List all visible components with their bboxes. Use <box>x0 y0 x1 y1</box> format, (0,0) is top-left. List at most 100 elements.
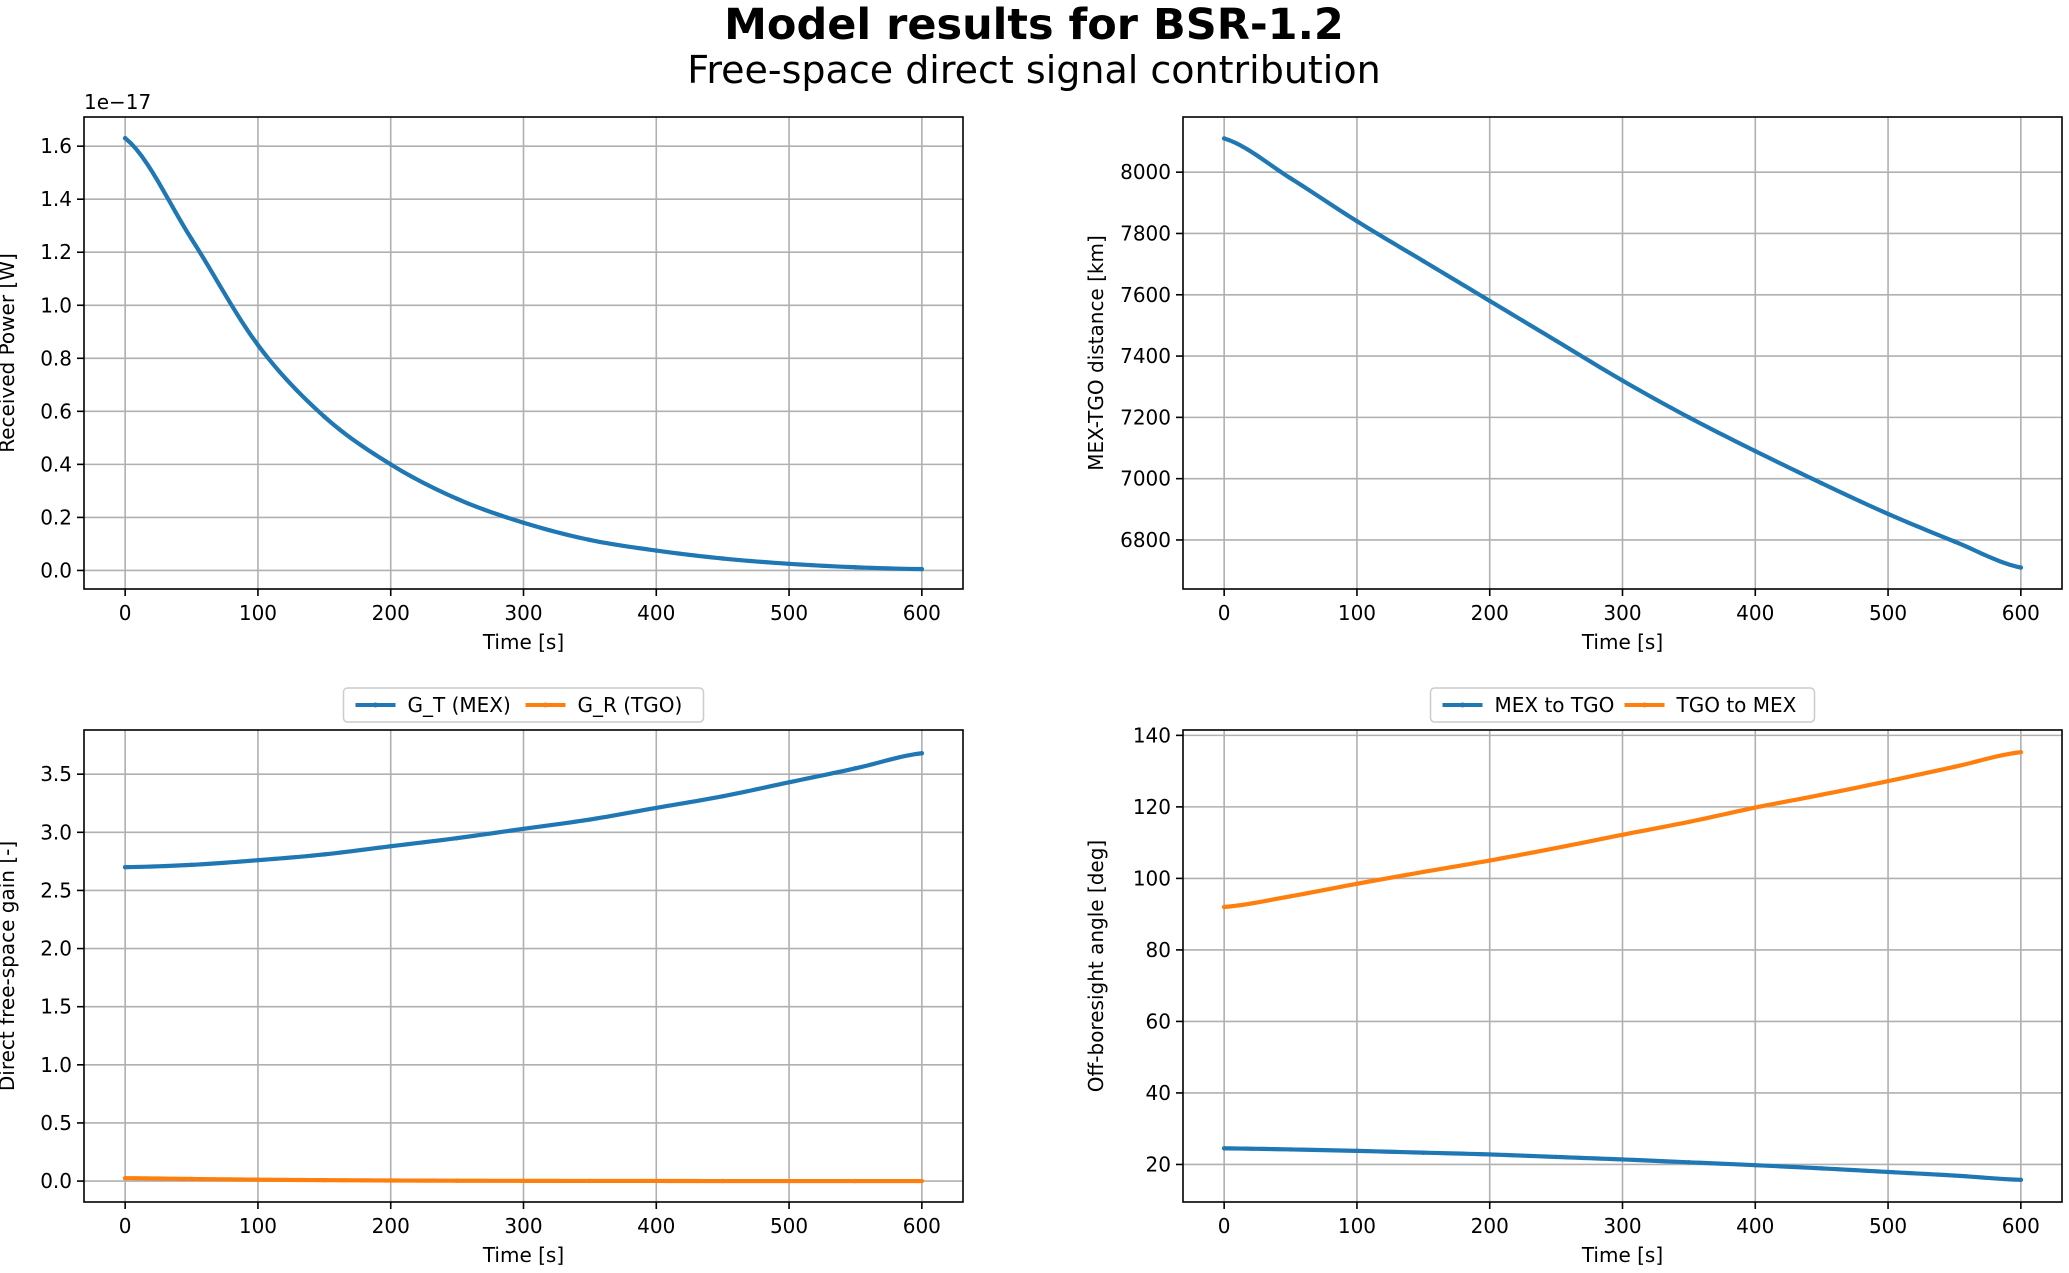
data-point <box>521 826 526 832</box>
y-tick-label: 60 <box>1146 1009 1171 1033</box>
y-axis-label: Off-boresight angle [deg] <box>1084 840 1108 1092</box>
y-tick-label: 7600 <box>1120 283 1171 307</box>
data-point <box>1819 481 1824 486</box>
data-point <box>1487 1152 1492 1157</box>
data-point <box>322 1177 327 1183</box>
data-point <box>1753 805 1758 810</box>
x-tick-label: 100 <box>1338 1214 1376 1238</box>
data-point <box>919 1178 925 1184</box>
data-point <box>322 852 327 857</box>
legend-marker <box>543 702 548 708</box>
data-point <box>1885 511 1891 517</box>
y-tick-label: 0.8 <box>40 346 72 370</box>
y-tick-label: 7400 <box>1120 344 1171 368</box>
data-point <box>1221 136 1227 141</box>
x-axis-label: Time [s] <box>1581 630 1663 654</box>
data-point <box>654 1178 659 1184</box>
data-point <box>720 1178 725 1184</box>
x-tick-label: 200 <box>372 601 410 625</box>
data-point <box>1288 894 1293 899</box>
legend-label: G_R (TGO) <box>578 693 683 717</box>
x-tick-label: 600 <box>2002 1214 2040 1238</box>
y-tick-label: 0.2 <box>40 505 72 529</box>
data-point <box>1885 778 1891 784</box>
data-point <box>1952 539 1957 544</box>
data-point <box>255 1177 261 1182</box>
data-point <box>786 1178 792 1184</box>
data-point <box>521 1178 526 1184</box>
y-tick-label: 1.5 <box>40 995 72 1019</box>
x-tick-label: 500 <box>770 601 808 625</box>
data-point <box>1952 1173 1957 1178</box>
x-tick-label: 0 <box>1218 1214 1231 1238</box>
data-point <box>189 236 194 242</box>
data-point <box>1553 845 1559 851</box>
x-tick-label: 200 <box>372 1214 410 1238</box>
x-axis-label: Time [s] <box>482 630 564 654</box>
data-point <box>720 556 725 561</box>
data-point <box>919 566 925 572</box>
data-point <box>587 1178 593 1184</box>
data-point <box>454 835 460 841</box>
y-tick-label: 100 <box>1133 866 1171 890</box>
data-point <box>919 751 925 756</box>
x-tick-label: 500 <box>1869 1214 1907 1238</box>
legend: G_T (MEX) G_R (TGO) <box>342 687 705 723</box>
data-point <box>587 537 593 543</box>
figure-title: Model results for BSR-1.2 <box>724 0 1344 50</box>
data-point <box>786 561 792 567</box>
y-tick-label: 7800 <box>1120 221 1171 245</box>
x-tick-label: 300 <box>504 601 542 625</box>
legend: MEX to TGO TGO to MEX <box>1429 687 1816 723</box>
panel-received-power: 0 100 200 300 400 500 600 0.0 0.2 0.4 0.6 0.8 1.0 1.2… <box>0 90 964 654</box>
legend-box <box>1429 687 1816 723</box>
data-point <box>122 1175 128 1181</box>
y-tick-label: 8000 <box>1120 160 1171 184</box>
data-point <box>853 565 858 570</box>
data-point <box>853 1178 858 1184</box>
y-axis-label: Direct free-space gain [-] <box>0 841 19 1091</box>
data-point <box>1819 792 1824 797</box>
legend-label: TGO to MEX <box>1676 693 1797 717</box>
data-point <box>122 864 128 870</box>
x-tick-label: 600 <box>903 1214 941 1238</box>
y-tick-label: 7200 <box>1120 405 1171 429</box>
legend-marker <box>1642 702 1647 708</box>
y-tick-label: 1.4 <box>40 187 72 211</box>
data-point <box>454 496 460 502</box>
data-point <box>1288 1147 1293 1152</box>
data-point <box>189 1176 194 1182</box>
data-point <box>1885 1169 1891 1175</box>
data-point <box>1354 881 1360 886</box>
data-point <box>1421 258 1426 264</box>
data-point <box>1620 1157 1625 1162</box>
x-tick-label: 0 <box>119 1214 132 1238</box>
data-point <box>122 136 128 141</box>
y-tick-label: 1.2 <box>40 240 72 264</box>
y-tick-label: 140 <box>1133 723 1171 747</box>
data-point <box>2018 749 2024 755</box>
data-point <box>388 1178 393 1183</box>
y-tick-label: 1.0 <box>40 293 72 317</box>
legend-marker <box>373 702 378 708</box>
x-tick-label: 400 <box>1736 601 1774 625</box>
data-point <box>255 342 261 348</box>
data-point <box>1288 176 1293 181</box>
x-tick-label: 300 <box>504 1214 542 1238</box>
data-point <box>1620 378 1625 383</box>
data-point <box>786 780 792 785</box>
data-point <box>1620 832 1625 837</box>
y-axis-label: Received Power [W] <box>0 253 19 453</box>
data-point <box>1952 764 1957 770</box>
x-tick-label: 500 <box>770 1214 808 1238</box>
figure-subtitle: Free-space direct signal contribution <box>687 48 1380 92</box>
x-tick-label: 400 <box>637 601 675 625</box>
data-point <box>1487 298 1492 304</box>
x-tick-label: 300 <box>1603 601 1641 625</box>
y-tick-label: 1.0 <box>40 1053 72 1077</box>
y-tick-label: 0.4 <box>40 452 72 476</box>
data-point <box>454 1178 460 1183</box>
y-axis-label: MEX-TGO distance [km] <box>1084 235 1108 471</box>
data-point <box>1686 819 1692 825</box>
